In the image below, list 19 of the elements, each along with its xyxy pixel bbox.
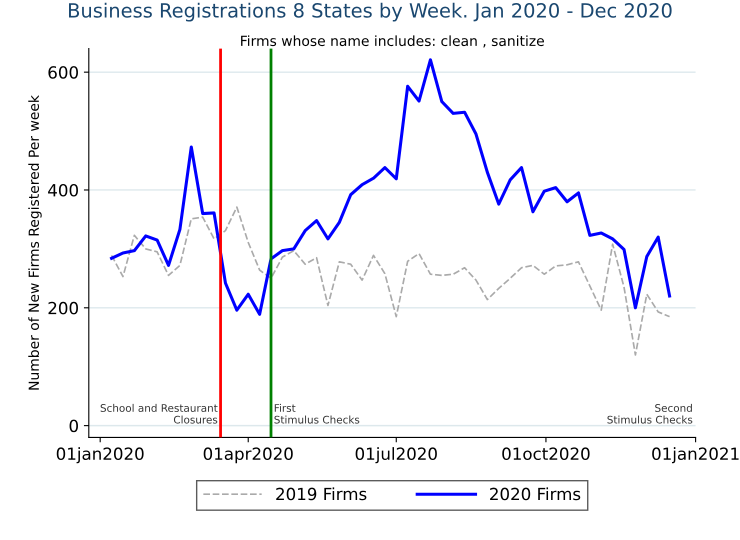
- ref-line-label: School and Restaurant Closures: [100, 404, 218, 424]
- y-tick-label: 200: [48, 302, 78, 314]
- line-series: [110, 206, 670, 356]
- x-tick-label: 01apr2020: [204, 447, 293, 464]
- x-tick-label: 01jan2021: [652, 447, 739, 464]
- chart-title: Business Registrations 8 States by Week. Jan 2020 - Dec 2020: [69, 2, 672, 22]
- x-tick-label: 01jul2020: [356, 447, 437, 464]
- legend-label: 2019 Firms: [276, 487, 366, 500]
- legend-label: 2020 Firms: [490, 487, 580, 500]
- y-tick-label: 400: [48, 184, 78, 197]
- line-series: [110, 58, 672, 316]
- x-tick-label: 01oct2020: [502, 447, 590, 460]
- y-axis-title: Number of New Firms Registered Per week: [28, 95, 42, 390]
- chart-subtitle: Firms whose name includes: clean , sanitize: [241, 35, 544, 48]
- annotation: Second Stimulus Checks: [607, 404, 692, 424]
- y-tick-label: 0: [70, 420, 78, 432]
- y-tick-label: 600: [48, 66, 78, 79]
- ref-line-label: First Stimulus Checks: [274, 404, 360, 424]
- x-tick-label: 01jan2020: [56, 447, 144, 464]
